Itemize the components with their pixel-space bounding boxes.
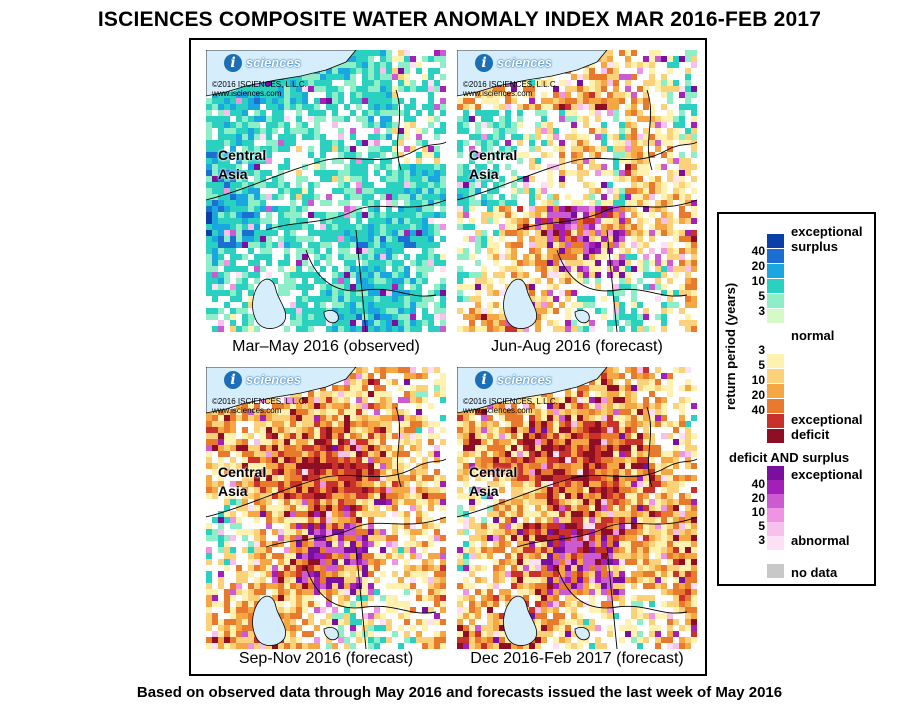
copyright-note: ©2016 ISCIENCES, L.L.C. www.isciences.com [463,397,558,415]
legend-no-data-swatch [767,564,784,578]
legend-exceptional-deficit: exceptional deficit [791,412,863,442]
legend-both-swatch [767,480,784,494]
legend-both-swatch [767,494,784,508]
map-title: ISCIENCES COMPOSITE WATER ANOMALY INDEX … [97,8,822,31]
anomaly-grid [206,367,446,649]
legend-surplus-swatch [767,279,784,293]
legend-deficit-swatch [767,369,784,383]
map-panel-3: i sciences ©2016 ISCIENCES, L.L.C. www.is… [206,367,446,649]
region-label: Central Asia [469,464,518,499]
panel-caption-3: Sep-Nov 2016 (forecast) [238,650,414,667]
legend-both-tick: 3 [758,533,765,547]
legend-both-swatch [767,536,784,550]
legend-both-abnormal: abnormal [791,533,850,548]
legend-deficit-swatch [767,354,784,368]
legend-deficit-tick: 3 [758,343,765,357]
anomaly-map-jun-aug-2016 [457,50,697,332]
anomaly-map-mar-may-2016 [206,50,446,332]
legend-deficit-swatch [767,429,784,443]
legend-surplus-swatch [767,294,784,308]
legend-both-swatch [767,466,784,480]
maps-frame: i sciences ©2016 ISCIENCES, L.L.C. www.is… [189,38,707,676]
legend-deficit-tick: 5 [758,358,765,372]
map-panel-2: i sciences ©2016 ISCIENCES, L.L.C. www.is… [457,50,697,332]
legend-both-tick: 20 [751,491,765,505]
legend-surplus-tick: 3 [758,304,765,318]
footer-note: Based on observed data through May 2016 … [136,684,783,701]
legend-normal-swatch [767,339,784,353]
legend-surplus-swatch [767,249,784,263]
panel-caption-1: Mar–May 2016 (observed) [232,338,420,355]
copyright-note: ©2016 ISCIENCES, L.L.C. www.isciences.com [212,397,307,415]
panel-caption-4: Dec 2016-Feb 2017 (forecast) [470,650,684,667]
map-panel-1: i sciences ©2016 ISCIENCES, L.L.C. www.is… [206,50,446,332]
return-period-axis-label: return period (years) [723,282,738,410]
legend-surplus-swatch [767,234,784,248]
region-label: Central Asia [218,147,267,182]
legend-both-swatch [767,508,784,522]
legend-surplus-tick: 10 [751,274,765,288]
anomaly-grid [457,50,697,332]
legend-both-tick: 5 [758,519,765,533]
legend-both-tick: 40 [751,477,765,491]
legend-surplus-tick: 40 [751,244,765,258]
legend-deficit-swatch [767,384,784,398]
legend-exceptional-surplus: exceptional surplus [791,224,863,254]
legend-deficit-tick: 40 [751,403,765,417]
legend-surplus-swatch [767,309,784,323]
copyright-note: ©2016 ISCIENCES, L.L.C. www.isciences.com [212,80,307,98]
panel-caption-2: Jun-Aug 2016 (forecast) [491,338,663,355]
legend-deficit-tick: 10 [751,373,765,387]
region-label: Central Asia [218,464,267,499]
legend-both-exceptional: exceptional [791,467,863,482]
legend-deficit-swatch [767,399,784,413]
region-label: Central Asia [469,147,518,182]
legend-both-title: deficit AND surplus [729,450,850,465]
legend-normal-swatch [767,324,784,338]
anomaly-map-sep-nov-2016 [206,367,446,649]
map-panel-4: i sciences ©2016 ISCIENCES, L.L.C. www.is… [457,367,697,649]
anomaly-grid [457,367,697,649]
legend-deficit-swatch [767,414,784,428]
legend-surplus-tick: 5 [758,289,765,303]
legend-surplus-tick: 20 [751,259,765,273]
legend-no-data: no data [791,565,838,580]
legend-both-swatch [767,522,784,536]
legend-surplus-swatch [767,264,784,278]
legend-deficit-tick: 20 [751,388,765,402]
legend-normal: normal [791,328,835,343]
legend-box: return period (years) exceptional surplus… [717,212,876,586]
copyright-note: ©2016 ISCIENCES, L.L.C. www.isciences.com [463,80,558,98]
anomaly-grid [206,50,446,332]
anomaly-map-dec-2016-feb-2017 [457,367,697,649]
legend-both-tick: 10 [751,505,765,519]
